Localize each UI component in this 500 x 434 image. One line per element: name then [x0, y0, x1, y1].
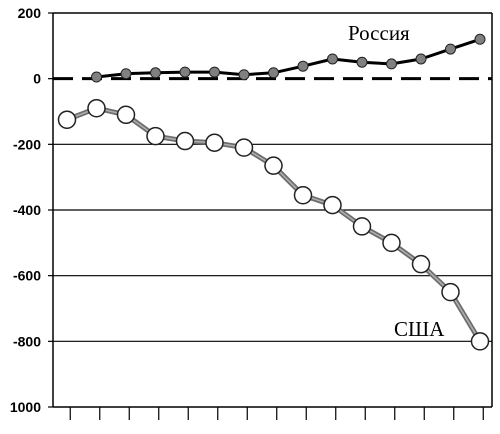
data-point: [352, 217, 372, 236]
data-point: [470, 332, 490, 351]
data-point: [297, 60, 309, 72]
series-label-russia: Россия: [348, 21, 410, 45]
data-point: [146, 126, 165, 146]
y-tick-label: -400: [13, 202, 41, 218]
data-point: [234, 138, 254, 157]
data-point: [57, 110, 77, 129]
series-label-usa: США: [394, 317, 445, 341]
y-tick-label: -200: [13, 136, 41, 152]
data-point: [116, 105, 136, 125]
data-point: [175, 131, 195, 151]
data-point: [120, 68, 132, 80]
data-point: [441, 282, 460, 302]
data-point: [209, 66, 220, 78]
data-point: [179, 66, 191, 78]
data-point: [445, 43, 456, 55]
data-point: [415, 53, 427, 65]
data-point: [356, 56, 368, 68]
y-tick-label: -800: [13, 333, 41, 349]
data-point: [91, 71, 102, 83]
data-point: [150, 67, 161, 79]
data-point: [382, 233, 401, 253]
data-point: [238, 69, 250, 81]
y-tick-label: -600: [13, 268, 41, 284]
data-point: [411, 254, 431, 274]
axes: [48, 12, 493, 420]
data-point: [293, 185, 313, 205]
y-tick-label: 200: [18, 5, 42, 21]
data-point: [264, 156, 283, 175]
data-point: [327, 53, 338, 65]
y-tick-label: 1000: [10, 399, 41, 415]
series-russia: [91, 33, 486, 83]
series-line: [66, 105, 483, 343]
y-tick-labels: 200 0 -200 -400 -600 -800 1000: [10, 5, 41, 415]
data-point: [386, 58, 397, 70]
data-point: [474, 33, 486, 45]
series-usa: [57, 98, 490, 351]
data-point: [323, 195, 342, 215]
data-point: [205, 133, 224, 152]
data-point: [87, 98, 106, 118]
y-tick-label: 0: [33, 71, 41, 87]
series: [57, 33, 490, 351]
data-point: [268, 67, 279, 79]
series-line-highlight: [66, 107, 481, 342]
